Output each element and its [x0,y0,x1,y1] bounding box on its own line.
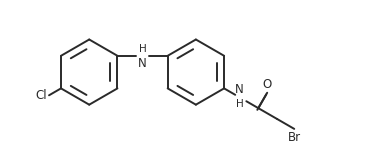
Text: Cl: Cl [35,89,47,102]
Text: Br: Br [288,131,301,144]
Text: N: N [138,57,147,70]
Text: H: H [235,99,243,109]
Text: N: N [235,83,244,96]
Text: O: O [263,78,272,91]
Text: H: H [139,44,147,54]
